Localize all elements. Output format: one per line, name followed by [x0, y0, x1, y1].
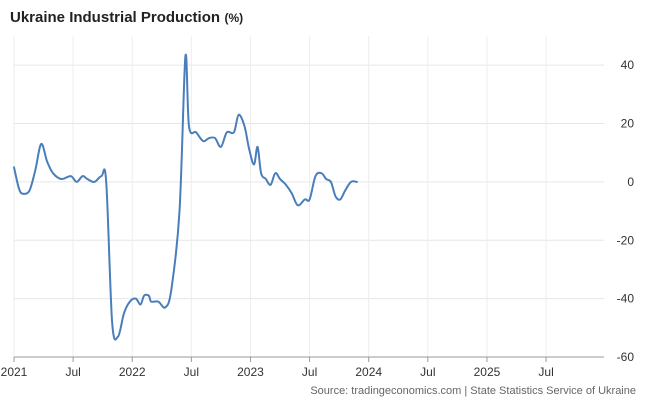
y-tick-label: -40 [617, 292, 635, 306]
x-tick-label: Jul [538, 365, 553, 379]
x-tick-label: 2024 [355, 365, 382, 379]
x-tick-label: 2021 [1, 365, 28, 379]
x-tick-label: 2023 [237, 365, 264, 379]
y-axis: 40 20 0 -20 -40 -60 [617, 58, 635, 364]
y-tick-label: 0 [627, 175, 634, 189]
y-tick-label: -20 [617, 233, 635, 247]
x-tick-label: 2022 [119, 365, 146, 379]
chart-title-text: Ukraine Industrial Production [10, 9, 221, 26]
y-tick-label: 40 [621, 58, 635, 72]
x-tick-label: Jul [184, 365, 199, 379]
y-tick-label: -60 [617, 350, 635, 364]
x-tick-label: Jul [302, 365, 317, 379]
series-line [13, 53, 358, 341]
y-tick-label: 20 [621, 117, 635, 131]
chart-title: Ukraine Industrial Production (%) [10, 9, 243, 27]
x-tick-label: 2025 [474, 365, 501, 379]
grid-lines [13, 36, 604, 358]
x-axis: 2021 Jul 2022 Jul 2023 Jul 2024 Jul 2025 Jul [1, 356, 604, 379]
x-tick-label: Jul [65, 365, 80, 379]
x-tick-label: Jul [420, 365, 435, 379]
chart-unit: (%) [224, 11, 244, 25]
chart-source: Source: tradingeconomics.com | State Sta… [310, 385, 636, 397]
